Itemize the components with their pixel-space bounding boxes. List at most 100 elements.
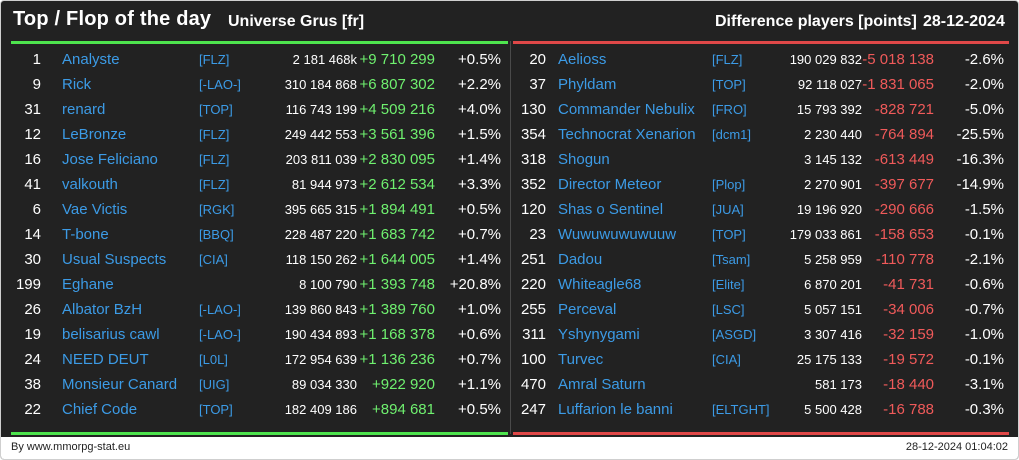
alliance-tag-link[interactable]: [CIA] — [712, 352, 741, 367]
alliance-tag-link[interactable]: [FLZ] — [199, 177, 230, 192]
player-name-link[interactable]: Amral Saturn — [558, 376, 646, 393]
player-name-link[interactable]: Chief Code — [62, 401, 138, 418]
player-name-link[interactable]: Analyste — [62, 51, 120, 68]
flop-list: 20 Aelioss [FLZ] 190 029 832 -5 018 138 -2.6%… — [512, 47, 1012, 422]
player-name-link[interactable]: Rick — [62, 76, 92, 93]
player-name-link[interactable]: Albator BzH — [62, 301, 143, 318]
score-difference: -34 006 — [883, 301, 934, 318]
player-rank: 318 — [520, 151, 546, 168]
player-score: 8 100 790 — [299, 277, 357, 292]
table-row: 199 Eghane 8 100 790 +1 393 748 +20.8% — [1, 272, 510, 297]
player-rank: 130 — [520, 101, 546, 118]
table-row: 26 Albator BzH [-LAO-] 139 860 843 +1 389 76… — [1, 297, 510, 322]
player-name-link[interactable]: Jose Feliciano — [62, 151, 158, 168]
player-name-link[interactable]: renard — [62, 101, 106, 118]
player-name-link[interactable]: LeBronze — [62, 126, 127, 143]
difference-percent: +0.5% — [458, 401, 501, 418]
player-rank: 23 — [529, 226, 546, 243]
alliance-tag-link[interactable]: [TOP] — [199, 102, 233, 117]
alliance-tag-link[interactable]: [-LAO-] — [199, 77, 241, 92]
alliance-tag-link[interactable]: [FRO] — [712, 102, 747, 117]
difference-percent: -0.1% — [964, 226, 1004, 243]
player-score: 3 307 416 — [804, 327, 862, 342]
alliance-tag-link[interactable]: [L0L] — [199, 352, 228, 367]
difference-percent: -25.5% — [956, 126, 1004, 143]
player-name-link[interactable]: T-bone — [62, 226, 109, 243]
player-rank: 354 — [520, 126, 546, 143]
alliance-tag-link[interactable]: [Elite] — [712, 277, 745, 292]
player-rank: 37 — [529, 76, 546, 93]
player-score: 228 487 220 — [284, 227, 357, 242]
player-name-link[interactable]: Yshynygami — [558, 326, 640, 343]
alliance-tag-link[interactable]: [TOP] — [712, 77, 746, 92]
alliance-tag-link[interactable]: [ELTGHT] — [712, 402, 770, 417]
alliance-tag-link[interactable]: [CIA] — [199, 252, 228, 267]
player-name-link[interactable]: Shogun — [558, 151, 610, 168]
alliance-tag-link[interactable]: [RGK] — [199, 202, 235, 217]
score-difference: +1 894 491 — [359, 201, 436, 218]
player-name-link[interactable]: Shas o Sentinel — [558, 201, 664, 218]
alliance-tag-link[interactable]: [Plop] — [712, 177, 746, 192]
score-difference: +2 612 534 — [359, 176, 436, 193]
score-difference: -18 440 — [883, 376, 934, 393]
alliance-tag-link[interactable]: [dcm1] — [712, 127, 752, 142]
difference-percent: -1.0% — [964, 326, 1004, 343]
player-score: 5 258 959 — [804, 252, 862, 267]
player-name-link[interactable]: Aelioss — [558, 51, 607, 68]
alliance-tag-link[interactable]: [FLZ] — [199, 152, 230, 167]
player-name-link[interactable]: Eghane — [62, 276, 114, 293]
alliance-tag-link[interactable]: [ASGD] — [712, 327, 757, 342]
player-name-link[interactable]: Monsieur Canard — [62, 376, 178, 393]
difference-percent: -0.7% — [964, 301, 1004, 318]
player-name-link[interactable]: Director Meteor — [558, 176, 662, 193]
player-name-link[interactable]: Whiteagle68 — [558, 276, 642, 293]
player-rank: 26 — [24, 301, 41, 318]
player-name-link[interactable]: Luffarion le banni — [558, 401, 673, 418]
player-rank: 352 — [520, 176, 546, 193]
player-name-link[interactable]: valkouth — [62, 176, 118, 193]
table-row: 20 Aelioss [FLZ] 190 029 832 -5 018 138 -2.6% — [512, 47, 1012, 72]
player-name-link[interactable]: Phyldam — [558, 76, 617, 93]
alliance-tag-link[interactable]: [BBQ] — [199, 227, 234, 242]
timestamp: 28-12-2024 01:04:02 — [905, 441, 1008, 453]
score-difference: -828 721 — [874, 101, 934, 118]
table-row: 23 Wuwuwuwuwuuw [TOP] 179 033 861 -158 653 -0… — [512, 222, 1012, 247]
alliance-tag-link[interactable]: [TOP] — [712, 227, 746, 242]
player-score: 118 150 262 — [285, 252, 357, 267]
alliance-tag-link[interactable]: [-LAO-] — [199, 302, 241, 317]
player-score: 2 230 440 — [804, 127, 862, 142]
player-score: 19 196 920 — [796, 202, 862, 217]
player-rank: 30 — [24, 251, 41, 268]
score-difference: +1 393 748 — [359, 276, 436, 293]
player-name-link[interactable]: Turvec — [558, 351, 604, 368]
alliance-tag-link[interactable]: [TOP] — [199, 402, 233, 417]
difference-percent: -16.3% — [956, 151, 1004, 168]
alliance-tag-link[interactable]: [FLZ] — [712, 52, 743, 67]
player-name-link[interactable]: Usual Suspects — [62, 251, 167, 268]
player-name-link[interactable]: NEED DEUT — [62, 351, 149, 368]
score-difference: -110 778 — [875, 251, 934, 268]
alliance-tag-link[interactable]: [-LAO-] — [199, 327, 241, 342]
header: Top / Flop of the day Universe Grus [fr]… — [1, 1, 1018, 41]
alliance-tag-link[interactable]: [FLZ] — [199, 52, 230, 67]
player-name-link[interactable]: belisarius cawl — [62, 326, 160, 343]
difference-percent: -0.6% — [964, 276, 1004, 293]
player-name-link[interactable]: Perceval — [558, 301, 617, 318]
player-score: 395 665 315 — [284, 202, 357, 217]
player-rank: 251 — [520, 251, 546, 268]
player-name-link[interactable]: Vae Victis — [62, 201, 128, 218]
alliance-tag-link[interactable]: [FLZ] — [199, 127, 230, 142]
difference-percent: -2.0% — [964, 76, 1004, 93]
page-title: Top / Flop of the day — [13, 8, 212, 30]
player-name-link[interactable]: Technocrat Xenarion — [558, 126, 696, 143]
player-name-link[interactable]: Commander Nebulix — [558, 101, 695, 118]
player-name-link[interactable]: Dadou — [558, 251, 603, 268]
site-credit-link[interactable]: By www.mmorpg-stat.eu — [11, 441, 131, 453]
player-name-link[interactable]: Wuwuwuwuwuuw — [558, 226, 677, 243]
alliance-tag-link[interactable]: [Tsam] — [712, 252, 751, 267]
alliance-tag-link[interactable]: [JUA] — [712, 202, 744, 217]
alliance-tag-link[interactable]: [UIG] — [199, 377, 230, 392]
score-difference: -41 731 — [883, 276, 934, 293]
alliance-tag-link[interactable]: [LSC] — [712, 302, 745, 317]
